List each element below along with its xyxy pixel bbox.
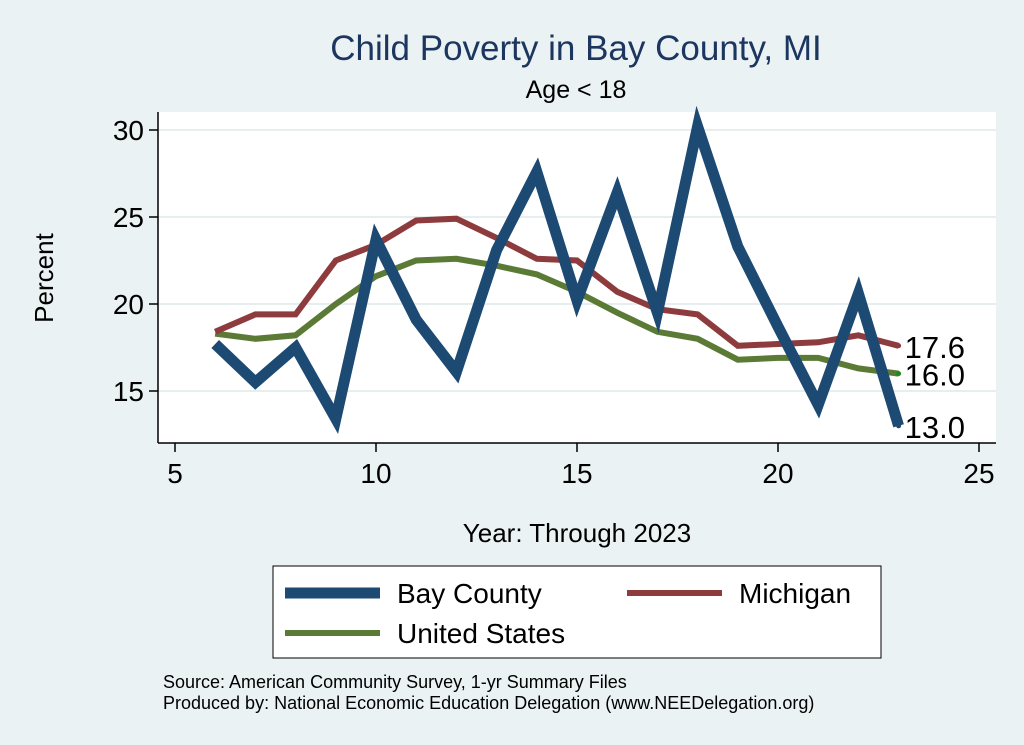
x-tick-label-20: 20: [762, 458, 793, 489]
end-marker-bay-county: [896, 423, 902, 429]
legend-label-united-states: United States: [397, 618, 565, 649]
series-line-united-states: [214, 255, 899, 377]
plot-area: [158, 112, 996, 443]
end-label-bay-county: 13.0: [905, 410, 965, 445]
produced-by-note: Produced by: National Economic Education…: [163, 693, 814, 713]
legend: Bay County Michigan United States: [272, 565, 882, 659]
y-tick-label-15: 15: [113, 376, 144, 407]
y-axis-title: Percent: [29, 232, 59, 322]
end-marker-united-states: [896, 371, 902, 377]
y-tick-label-25: 25: [113, 202, 144, 233]
series-lines: [211, 105, 904, 434]
x-tick-label-25: 25: [963, 458, 994, 489]
x-tick-label-10: 10: [360, 458, 391, 489]
source-note: Source: American Community Survey, 1-yr …: [163, 672, 627, 692]
legend-box: [272, 565, 882, 659]
series-line-bay-county: [211, 105, 904, 434]
end-label-united-states: 16.0: [905, 358, 965, 393]
legend-label-bay-county: Bay County: [397, 578, 542, 609]
end-marker-michigan: [896, 343, 902, 349]
chart-subtitle: Age < 18: [526, 76, 627, 104]
end-label-michigan: 17.6: [905, 330, 965, 365]
chart-title: Child Poverty in Bay County, MI: [330, 29, 822, 68]
y-tick-label-30: 30: [113, 115, 144, 146]
x-tick-label-5: 5: [167, 458, 183, 489]
y-tick-label-20: 20: [113, 289, 144, 320]
axes: 15 20 25 30 5 10 15 20 25: [113, 112, 996, 489]
legend-label-michigan: Michigan: [739, 578, 851, 609]
x-tick-label-15: 15: [561, 458, 592, 489]
end-labels: 13.0 17.616.0: [896, 330, 965, 445]
x-axis-title: Year: Through 2023: [463, 518, 691, 548]
